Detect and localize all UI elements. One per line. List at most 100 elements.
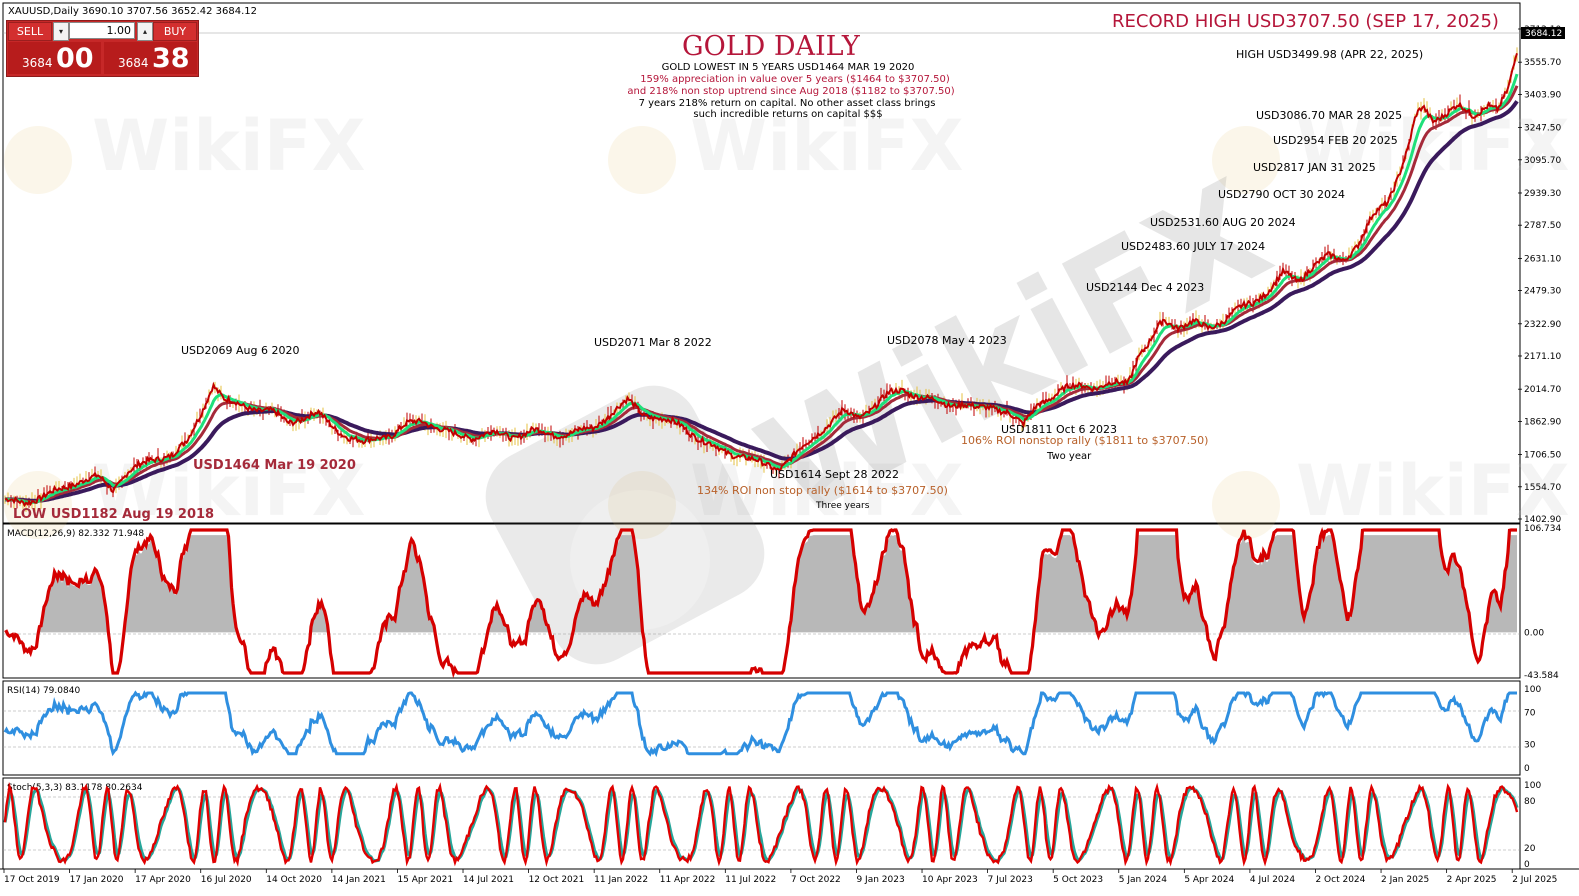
price-y-tick: 2479.30 bbox=[1524, 287, 1561, 297]
price-y-tick: 2631.10 bbox=[1524, 254, 1561, 264]
x-tick: 10 Apr 2023 bbox=[922, 875, 978, 885]
info-line: and 218% non stop uptrend since Aug 2018… bbox=[627, 86, 954, 97]
price-y-tick: 1402.90 bbox=[1524, 515, 1561, 525]
x-axis: 17 Oct 2019 17 Jan 2020 17 Apr 2020 16 Jul … bbox=[3, 869, 1557, 885]
record-high-label: RECORD HIGH USD3707.50 (SEP 17, 2025) bbox=[1112, 11, 1499, 32]
annotation: USD2071 Mar 8 2022 bbox=[594, 336, 712, 349]
price-y-tick: 1706.50 bbox=[1524, 451, 1561, 461]
one-click-trading-panel: SELL ▾ ▴ BUY 3684 00 3684 38 bbox=[6, 20, 199, 77]
stoch-label: Stoch(5,3,3) 83.1178 80.2634 bbox=[7, 783, 143, 793]
macd-y-tick: -43.584 bbox=[1524, 671, 1559, 681]
price-y-tick: 2787.50 bbox=[1524, 221, 1561, 231]
watermark: WikiFX bbox=[1296, 450, 1570, 532]
price-y-tick: 3555.70 bbox=[1524, 58, 1561, 68]
x-tick: 11 Apr 2022 bbox=[660, 875, 716, 885]
macd-y-tick: 0.00 bbox=[1524, 628, 1544, 638]
annotation: USD2144 Dec 4 2023 bbox=[1086, 281, 1204, 294]
stoch-y-tick: 20 bbox=[1524, 844, 1536, 854]
annotation: USD2483.60 JULY 17 2024 bbox=[1121, 240, 1265, 253]
stoch-main-line bbox=[3, 781, 1519, 868]
annotation: Two year bbox=[1046, 451, 1092, 462]
x-tick: 11 Jul 2022 bbox=[725, 875, 776, 885]
rsi-y-tick: 0 bbox=[1524, 764, 1530, 774]
buy-price-pips: 38 bbox=[152, 43, 190, 74]
annotation: USD3086.70 MAR 28 2025 bbox=[1256, 109, 1402, 122]
price-y-tick: 2014.70 bbox=[1524, 385, 1561, 395]
annotation: LOW USD1182 Aug 19 2018 bbox=[13, 507, 214, 522]
x-tick: 2 Apr 2025 bbox=[1447, 875, 1497, 885]
x-tick: 9 Jan 2023 bbox=[856, 875, 904, 885]
buy-button[interactable]: BUY bbox=[153, 22, 197, 41]
price-y-tick: 3095.70 bbox=[1524, 156, 1561, 166]
x-tick: 17 Apr 2020 bbox=[135, 875, 191, 885]
watermark: WikiFX bbox=[690, 450, 964, 532]
x-tick: 5 Apr 2024 bbox=[1184, 875, 1234, 885]
x-tick: 5 Jan 2024 bbox=[1119, 875, 1167, 885]
x-tick: 14 Oct 2020 bbox=[266, 875, 322, 885]
current-price-label: 3684.12 bbox=[1525, 29, 1562, 39]
stoch-y-tick: 80 bbox=[1524, 797, 1536, 807]
annotation: USD1811 Oct 6 2023 bbox=[1001, 423, 1117, 436]
macd-y-tick: 106.734 bbox=[1524, 524, 1561, 534]
annotation: USD1614 Sept 28 2022 bbox=[770, 468, 899, 481]
rsi-y-tick: 70 bbox=[1524, 709, 1536, 719]
lot-size-input[interactable] bbox=[69, 22, 135, 39]
rsi-label: RSI(14) 79.0840 bbox=[7, 686, 80, 696]
lot-stepper-up-icon[interactable]: ▴ bbox=[137, 22, 153, 41]
price-y-tick: 3247.50 bbox=[1524, 124, 1561, 134]
x-tick: 5 Oct 2023 bbox=[1053, 875, 1103, 885]
x-tick: 7 Jul 2023 bbox=[988, 875, 1033, 885]
sell-price-quote[interactable]: 3684 00 bbox=[8, 42, 101, 74]
watermark: WikiFX bbox=[690, 105, 964, 187]
macd-line bbox=[4, 527, 1517, 679]
current-price-box bbox=[1521, 27, 1565, 39]
price-line bbox=[4, 53, 1518, 508]
x-tick: 14 Jan 2021 bbox=[332, 875, 386, 885]
info-line: GOLD LOWEST IN 5 YEARS USD1464 MAR 19 20… bbox=[662, 62, 915, 73]
x-tick: 4 Jul 2024 bbox=[1250, 875, 1295, 885]
x-tick: 11 Jan 2022 bbox=[594, 875, 648, 885]
x-tick: 2 Oct 2024 bbox=[1315, 875, 1365, 885]
rsi-line bbox=[3, 690, 1517, 758]
lot-dropdown-icon[interactable]: ▾ bbox=[53, 22, 69, 41]
annotation: 134% ROI non stop rally ($1614 to $3707.… bbox=[697, 484, 948, 497]
sell-button[interactable]: SELL bbox=[8, 22, 52, 41]
x-tick: 12 Oct 2021 bbox=[529, 875, 585, 885]
annotation: USD2954 FEB 20 2025 bbox=[1273, 134, 1398, 147]
x-tick: 14 Jul 2021 bbox=[463, 875, 514, 885]
annotation: USD2790 OCT 30 2024 bbox=[1218, 188, 1345, 201]
x-tick: 16 Jul 2020 bbox=[201, 875, 252, 885]
price-y-tick: 2939.30 bbox=[1524, 189, 1561, 199]
price-y-tick: 1862.90 bbox=[1524, 417, 1561, 427]
price-y-tick: 3403.90 bbox=[1524, 90, 1561, 100]
stoch-y-axis: 100 80 20 0 bbox=[1524, 781, 1541, 870]
buy-price-quote[interactable]: 3684 38 bbox=[104, 42, 197, 74]
sell-price-pips: 00 bbox=[56, 43, 94, 74]
x-tick: 17 Oct 2019 bbox=[4, 875, 60, 885]
annotation: HIGH USD3499.98 (APR 22, 2025) bbox=[1236, 48, 1423, 61]
macd-y-axis: 106.734 0.00 -43.584 bbox=[1524, 524, 1561, 681]
x-tick: 17 Jan 2020 bbox=[70, 875, 124, 885]
annotation: USD2817 JAN 31 2025 bbox=[1253, 161, 1376, 174]
info-line: such incredible returns on capital $$$ bbox=[693, 109, 882, 120]
x-tick: 2 Jul 2025 bbox=[1512, 875, 1557, 885]
chart-title: GOLD DAILY bbox=[682, 31, 861, 62]
annotation: USD2531.60 AUG 20 2024 bbox=[1150, 216, 1296, 229]
annotation: 106% ROI nonstop rally ($1811 to $3707.5… bbox=[961, 434, 1208, 447]
macd-label: MACD(12,26,9) 82.332 71.948 bbox=[7, 529, 144, 539]
price-y-axis: 3712.103555.703403.903247.503095.702939.… bbox=[1518, 25, 1561, 525]
rsi-y-axis: 100 70 30 0 bbox=[1524, 685, 1541, 774]
x-tick: 7 Oct 2022 bbox=[791, 875, 841, 885]
buy-price-prefix: 3684 bbox=[118, 56, 149, 70]
annotation: USD1464 Mar 19 2020 bbox=[193, 458, 356, 473]
info-line: 7 years 218% return on capital. No other… bbox=[639, 98, 936, 109]
chart-header: XAUUSD,Daily 3690.10 3707.56 3652.42 368… bbox=[8, 6, 257, 17]
price-y-tick: 2171.10 bbox=[1524, 352, 1561, 362]
watermark: WikiFX bbox=[92, 105, 366, 187]
x-tick: 2 Jan 2025 bbox=[1381, 875, 1429, 885]
info-line: 159% appreciation in value over 5 years … bbox=[640, 74, 950, 85]
stoch-y-tick: 0 bbox=[1524, 860, 1530, 870]
annotation: USD2078 May 4 2023 bbox=[887, 334, 1007, 347]
price-y-tick: 1554.70 bbox=[1524, 483, 1561, 493]
